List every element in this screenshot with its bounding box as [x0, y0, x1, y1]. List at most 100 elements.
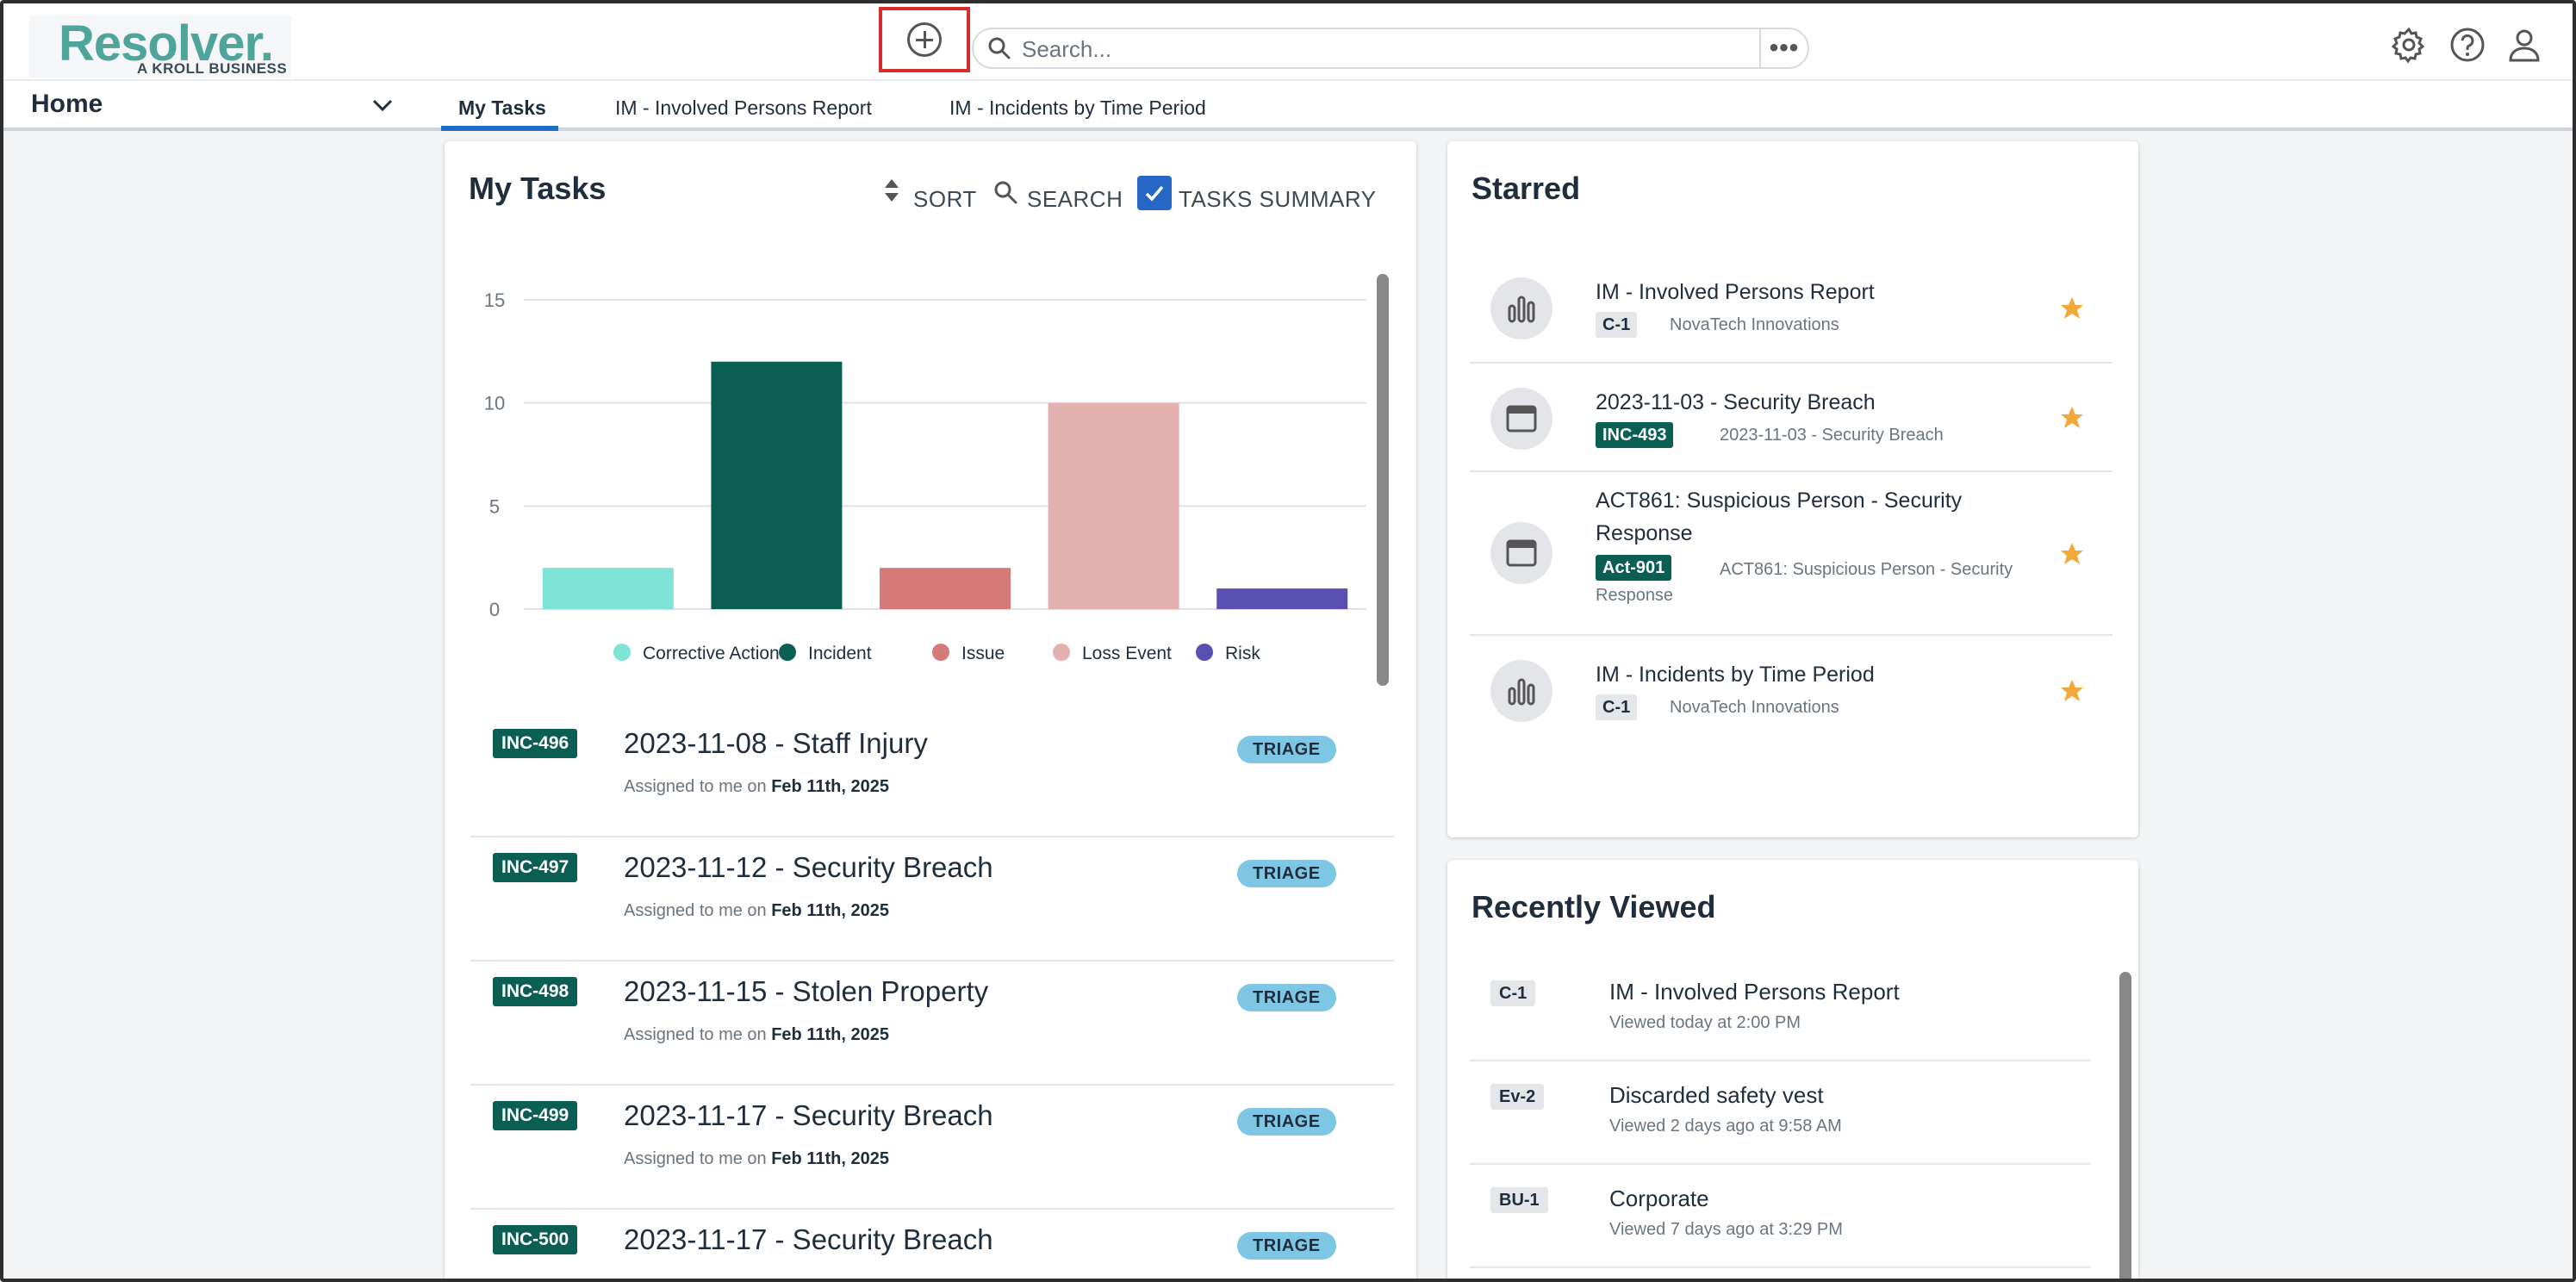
star-icon[interactable]: [2059, 678, 2085, 704]
sort-icon[interactable]: [882, 177, 901, 203]
tasks-scrollbar[interactable]: [1377, 274, 1389, 686]
recently-viewed-card: Recently Viewed C-1 IM - Involved Persons…: [1447, 860, 2138, 1282]
starred-item-badge: C-1: [1596, 694, 1638, 720]
recent-item-title[interactable]: IM - Involved Persons Report: [1609, 979, 1900, 1005]
starred-item-badge: INC-493: [1596, 422, 1674, 448]
legend-item[interactable]: Issue: [932, 644, 1005, 663]
bar-corrective-action[interactable]: [542, 568, 674, 609]
task-assigned-date: Feb 11th, 2025: [771, 1149, 889, 1168]
y-tick-label: 10: [484, 393, 505, 414]
starred-item-title[interactable]: 2023-11-03 - Security Breach: [1596, 390, 1876, 414]
recent-item-badge: C-1: [1490, 980, 1536, 1006]
search-input[interactable]: [1022, 34, 1763, 64]
starred-card: Starred IM - Involved Persons Report C-1 N…: [1447, 141, 2138, 837]
recent-item[interactable]: C-1 IM - Involved Persons Report Viewed to…: [1470, 958, 2090, 1061]
search-icon[interactable]: [992, 179, 1018, 205]
bar-risk[interactable]: [1216, 588, 1348, 609]
starred-item-title[interactable]: IM - Incidents by Time Period: [1596, 663, 1875, 687]
legend-item[interactable]: Loss Event: [1053, 644, 1172, 663]
legend-item[interactable]: Incident: [779, 644, 872, 663]
task-status-badge: TRIAGE: [1237, 984, 1336, 1011]
starred-item-title[interactable]: ACT861: Suspicious Person - Security Res…: [1596, 489, 1963, 545]
starred-item-title[interactable]: IM - Involved Persons Report: [1596, 280, 1875, 304]
task-row[interactable]: INC-497 2023-11-12 - Security Breach Assig…: [470, 837, 1394, 962]
task-title[interactable]: 2023-11-17 - Security Breach: [624, 1099, 993, 1131]
recent-item-viewed: Viewed today at 2:00 PM: [1609, 1013, 1801, 1032]
task-assigned-meta: Assigned to me on Feb 11th, 2025: [624, 1149, 889, 1169]
starred-item[interactable]: IM - Incidents by Time Period C-1 NovaTech…: [1470, 636, 2112, 746]
task-assigned-meta: Assigned to me on Feb 11th, 2025: [624, 777, 889, 797]
starred-item[interactable]: IM - Involved Persons Report C-1 NovaTech …: [1470, 253, 2112, 364]
task-assigned-meta: Assigned to me on Feb 11th, 2025: [624, 901, 889, 921]
task-status-badge: TRIAGE: [1237, 860, 1336, 887]
bar-issue[interactable]: [880, 568, 1011, 609]
task-title[interactable]: 2023-11-12 - Security Breach: [624, 851, 993, 883]
task-id-badge: INC-499: [493, 1101, 578, 1130]
user-icon[interactable]: [2505, 26, 2543, 64]
recent-item-title[interactable]: Corporate: [1609, 1186, 1709, 1211]
tab-involved-persons-report[interactable]: IM - Involved Persons Report: [615, 96, 872, 119]
star-icon[interactable]: [2059, 296, 2085, 321]
task-assigned-prefix: Assigned to me on: [624, 1149, 767, 1168]
tasks-summary-chart: 0 5 10 15 Corrective Action Incident Issue Los…: [484, 289, 1366, 663]
search-more-button[interactable]: •••: [1759, 28, 1808, 69]
task-title[interactable]: 2023-11-15 - Stolen Property: [624, 975, 989, 1007]
legend-swatch: [932, 644, 949, 661]
recent-item-badge: BU-1: [1490, 1187, 1548, 1213]
bar-incident[interactable]: [711, 361, 843, 609]
star-icon[interactable]: [2059, 541, 2085, 567]
legend-swatch: [1053, 644, 1070, 661]
resolver-logo[interactable]: Resolver. A KROLL BUSINESS: [29, 16, 291, 78]
starred-item-sub: 2023-11-03 - Security Breach: [1720, 426, 1944, 445]
starred-item-sub: NovaTech Innovations: [1670, 698, 1839, 717]
starred-item-sub: NovaTech Innovations: [1670, 315, 1839, 334]
sort-button[interactable]: SORT: [913, 186, 977, 212]
task-id-badge: INC-497: [493, 853, 578, 882]
starred-item[interactable]: ACT861: Suspicious Person - Security Res…: [1470, 472, 2112, 636]
tab-incidents-by-time-period[interactable]: IM - Incidents by Time Period: [949, 96, 1206, 119]
starred-item-badge: Act-901: [1596, 555, 1672, 581]
tasks-summary-checkbox[interactable]: [1137, 176, 1172, 210]
task-row[interactable]: INC-496 2023-11-08 - Staff Injury Assigned…: [470, 713, 1394, 837]
home-dropdown-label[interactable]: Home: [31, 90, 103, 118]
window-icon: [1490, 522, 1552, 584]
add-button[interactable]: [879, 7, 970, 72]
help-icon[interactable]: [2448, 26, 2486, 64]
task-title[interactable]: 2023-11-17 - Security Breach: [624, 1223, 993, 1255]
task-assigned-date: Feb 11th, 2025: [771, 1025, 889, 1044]
nav-bar: Home My Tasks IM - Involved Persons Repo…: [0, 79, 2576, 131]
task-id-badge: INC-496: [493, 729, 578, 758]
search-tasks-button[interactable]: SEARCH: [1027, 186, 1123, 212]
starred-item-sub: ACT861: Suspicious Person - Security Res…: [1596, 560, 2013, 605]
recent-item-badge: Ev-2: [1490, 1084, 1545, 1110]
tab-my-tasks[interactable]: My Tasks: [458, 96, 546, 119]
starred-item-badge: C-1: [1596, 312, 1638, 338]
legend-item[interactable]: Risk: [1196, 644, 1260, 663]
starred-item[interactable]: 2023-11-03 - Security Breach INC-493 2023-…: [1470, 364, 2112, 472]
chevron-down-icon[interactable]: [370, 96, 395, 114]
y-tick-label: 0: [489, 599, 500, 620]
tasks-summary-label[interactable]: TASKS SUMMARY: [1179, 186, 1377, 212]
recent-item-title[interactable]: Discarded safety vest: [1609, 1082, 1824, 1108]
legend-item[interactable]: Corrective Action: [613, 644, 780, 663]
add-circle-icon: [907, 22, 942, 57]
logo-wordmark: Resolver.: [59, 16, 274, 72]
task-title[interactable]: 2023-11-08 - Staff Injury: [624, 727, 928, 759]
task-status-badge: TRIAGE: [1237, 1108, 1336, 1136]
task-row[interactable]: INC-500 2023-11-17 - Security Breach TRIAG…: [470, 1210, 1394, 1282]
recent-item[interactable]: Ev-2 Discarded safety vest Viewed 2 days a…: [1470, 1061, 2090, 1165]
global-search: •••: [972, 28, 1809, 69]
legend-swatch: [779, 644, 796, 661]
legend-label: Risk: [1225, 644, 1260, 663]
star-icon[interactable]: [2059, 405, 2085, 431]
recent-item[interactable]: BU-1 Corporate Viewed 7 days ago at 3:29 P…: [1470, 1165, 2090, 1268]
bar-loss-event[interactable]: [1048, 402, 1179, 609]
task-row[interactable]: INC-498 2023-11-15 - Stolen Property Assig…: [470, 962, 1394, 1086]
task-row[interactable]: INC-499 2023-11-17 - Security Breach Assig…: [470, 1086, 1394, 1210]
gear-icon[interactable]: [2390, 26, 2428, 64]
recent-item-viewed: Viewed 2 days ago at 9:58 AM: [1609, 1117, 1842, 1136]
task-assigned-meta: Assigned to me on Feb 11th, 2025: [624, 1025, 889, 1045]
recent-scrollbar[interactable]: [2119, 972, 2131, 1282]
task-id-badge: INC-498: [493, 977, 578, 1006]
task-assigned-date: Feb 11th, 2025: [771, 901, 889, 920]
